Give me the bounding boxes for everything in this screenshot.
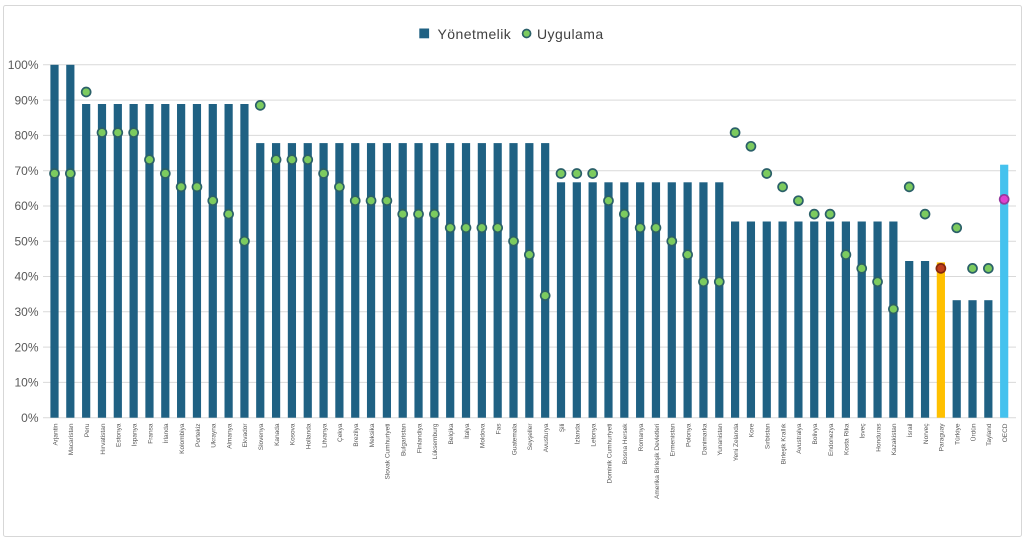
- svg-text:Romanya: Romanya: [638, 423, 645, 451]
- svg-text:80%: 80%: [14, 129, 38, 143]
- svg-text:İspanya: İspanya: [129, 423, 138, 446]
- svg-text:40%: 40%: [14, 270, 38, 284]
- svg-text:Avusturya: Avusturya: [543, 423, 550, 452]
- svg-text:Kore: Kore: [749, 423, 756, 437]
- svg-text:Brezilya: Brezilya: [353, 423, 360, 447]
- svg-text:Ürdün: Ürdün: [969, 423, 977, 441]
- svg-text:Hırvatistan: Hırvatistan: [100, 423, 107, 454]
- svg-text:0%: 0%: [21, 411, 39, 425]
- svg-text:Çekya: Çekya: [337, 423, 344, 442]
- svg-text:Norveç: Norveç: [923, 423, 930, 444]
- svg-text:70%: 70%: [14, 164, 38, 178]
- svg-text:Portekiz: Portekiz: [195, 424, 202, 447]
- svg-text:Almanya: Almanya: [226, 423, 233, 449]
- svg-text:Slovenya: Slovenya: [258, 423, 265, 450]
- svg-text:Guatemala: Guatemala: [511, 423, 518, 455]
- svg-text:Finlandiya: Finlandiya: [416, 423, 423, 453]
- svg-text:Ermenistan: Ermenistan: [670, 423, 677, 456]
- svg-text:Belçika: Belçika: [448, 423, 455, 444]
- svg-text:Amerika Birleşik Devletleri: Amerika Birleşik Devletleri: [654, 424, 661, 500]
- svg-text:Slovak Cumhuriyeti: Slovak Cumhuriyeti: [385, 424, 392, 480]
- svg-text:Arjantin: Arjantin: [52, 423, 59, 445]
- svg-text:İtalya: İtalya: [462, 423, 471, 439]
- svg-text:OECD: OECD: [1002, 423, 1009, 442]
- svg-text:Fas: Fas: [495, 423, 502, 435]
- svg-text:Avustralya: Avustralya: [796, 423, 803, 454]
- svg-text:Kanada: Kanada: [274, 423, 281, 446]
- svg-text:Kosta Rika: Kosta Rika: [844, 423, 851, 455]
- svg-text:Tayland: Tayland: [986, 423, 993, 446]
- svg-text:Kosova: Kosova: [290, 423, 297, 445]
- svg-text:30%: 30%: [14, 305, 38, 319]
- svg-text:Yeni Zelanda: Yeni Zelanda: [733, 423, 740, 461]
- svg-text:Moldova: Moldova: [480, 423, 487, 448]
- svg-text:İrlanda: İrlanda: [161, 423, 170, 443]
- svg-text:Hollanda: Hollanda: [306, 423, 313, 449]
- svg-text:Şili: Şili: [559, 424, 566, 433]
- svg-text:Ukrayna: Ukrayna: [211, 423, 218, 448]
- svg-text:İzlanda: İzlanda: [573, 423, 582, 444]
- svg-text:Endonezya: Endonezya: [828, 423, 835, 456]
- svg-text:60%: 60%: [14, 199, 38, 213]
- svg-text:Macaristan: Macaristan: [68, 423, 75, 455]
- svg-text:Seyşeller: Seyşeller: [527, 423, 534, 451]
- svg-text:Birleşik Krallık: Birleşik Krallık: [780, 423, 787, 465]
- svg-text:Dominik Cumhuriyeti: Dominik Cumhuriyeti: [606, 424, 613, 484]
- svg-text:Sırbistan: Sırbistan: [765, 423, 772, 449]
- svg-text:Türkiye: Türkiye: [955, 423, 962, 445]
- svg-text:Honduras: Honduras: [875, 423, 882, 452]
- svg-text:Uygulama: Uygulama: [537, 26, 604, 42]
- svg-text:Ekvador: Ekvador: [242, 423, 249, 448]
- svg-text:50%: 50%: [14, 234, 38, 248]
- svg-text:Kolombiya: Kolombiya: [179, 423, 186, 454]
- svg-text:20%: 20%: [14, 340, 38, 354]
- svg-text:90%: 90%: [14, 93, 38, 107]
- svg-text:Kazakistan: Kazakistan: [891, 423, 898, 455]
- svg-text:10%: 10%: [14, 376, 38, 390]
- svg-text:Letonya: Letonya: [590, 423, 597, 447]
- svg-text:Peru: Peru: [84, 423, 91, 437]
- svg-text:Litvanya: Litvanya: [321, 423, 328, 448]
- svg-text:Yönetmelik: Yönetmelik: [438, 26, 512, 42]
- svg-text:İsveç: İsveç: [858, 423, 867, 439]
- svg-text:Bolivya: Bolivya: [812, 423, 819, 444]
- svg-text:Estonya: Estonya: [116, 423, 123, 447]
- svg-text:Paraguay: Paraguay: [939, 423, 946, 452]
- svg-text:Lüksemburg: Lüksemburg: [432, 423, 439, 459]
- svg-text:Bosna Hersek: Bosna Hersek: [622, 423, 629, 465]
- svg-text:Fransa: Fransa: [147, 423, 154, 444]
- svg-text:Bulgaristan: Bulgaristan: [401, 423, 408, 456]
- svg-text:Yunanistan: Yunanistan: [717, 423, 724, 456]
- svg-text:İsrail: İsrail: [905, 423, 914, 437]
- svg-text:Polonya: Polonya: [685, 423, 692, 447]
- svg-text:Meksika: Meksika: [369, 423, 376, 447]
- svg-text:Danimarka: Danimarka: [701, 423, 708, 455]
- svg-text:100%: 100%: [8, 58, 39, 72]
